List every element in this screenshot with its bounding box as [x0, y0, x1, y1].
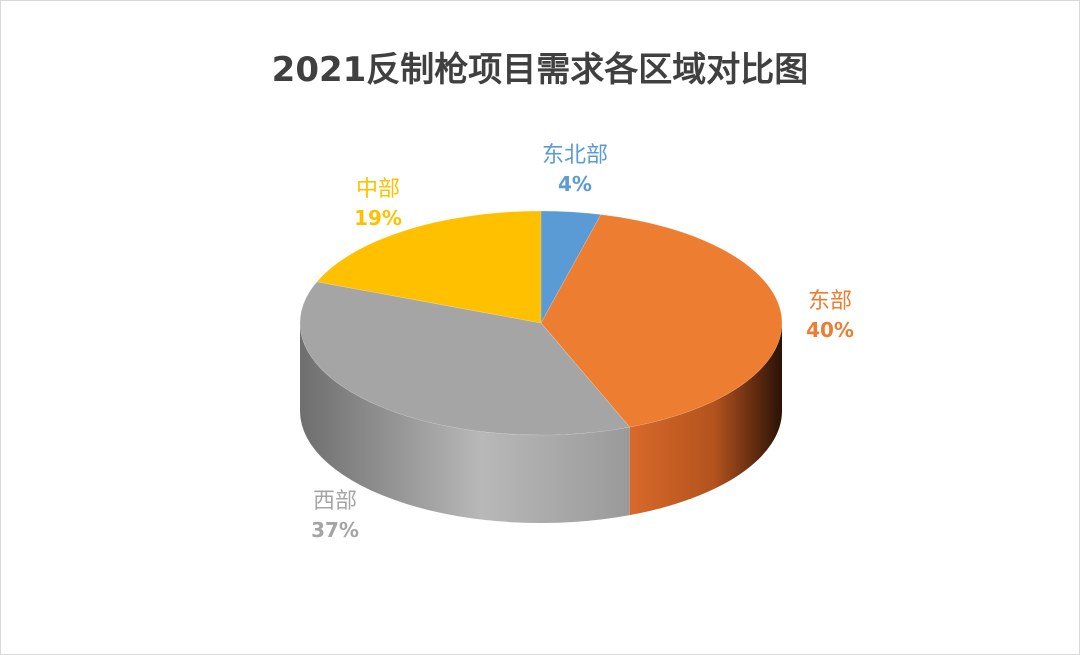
pie-side-西部	[300, 323, 630, 523]
pie-slice-西部	[299, 281, 631, 436]
pie-slice-东部	[540, 214, 783, 428]
label-west-name: 西部	[312, 489, 357, 514]
label-central-pct: 19%	[354, 205, 402, 230]
label-central: 中部 19%	[318, 176, 438, 231]
label-west: 西部 37%	[275, 488, 395, 543]
label-northeast: 东北部 4%	[500, 142, 650, 197]
label-east: 东部 40%	[770, 288, 890, 343]
label-central-name: 中部	[355, 177, 400, 202]
pie-side-东部	[629, 323, 783, 516]
pie-slice-东北部	[540, 210, 602, 324]
label-northeast-pct: 4%	[558, 171, 592, 196]
label-west-pct: 37%	[311, 517, 359, 542]
chart-title: 2021反制枪项目需求各区域对比图	[271, 50, 809, 90]
label-east-pct: 40%	[806, 317, 854, 342]
pie-slice-中部	[316, 210, 542, 324]
label-northeast-name: 东北部	[541, 143, 608, 168]
label-east-name: 东部	[807, 289, 852, 314]
